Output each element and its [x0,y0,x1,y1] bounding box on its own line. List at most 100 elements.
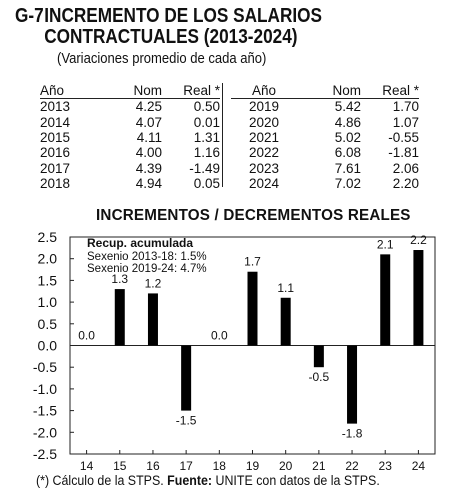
salary-table-left: Año Nom Real * 2013 4.25 0.50 2014 4.07 0.01 2… [40,83,220,191]
y-tick-label: 1.5 [38,272,58,288]
y-tick-label: 1.0 [38,294,58,310]
bar-value-label: 1.2 [145,276,162,290]
cell-year: 2016 [40,145,71,161]
y-tick-label: -2.0 [33,424,57,440]
cell-nom: 7.61 [334,160,361,176]
table-row: 2024 7.02 2.20 [231,176,419,191]
cell-real: 0.05 [193,175,220,191]
cell-real: -1.81 [388,145,419,161]
cell-nom: 4.07 [135,114,162,130]
table-header-row: Año Nom Real * [40,83,220,100]
table-row: 2014 4.07 0.01 [40,115,220,130]
cell-year: 2024 [248,175,280,191]
cell-nom: 7.02 [334,175,361,191]
bar-value-label: 1.3 [111,272,128,286]
cell-real: 1.07 [392,114,419,130]
cell-nom: 4.25 [135,99,162,115]
bar [413,250,424,346]
cell-nom: 5.02 [334,130,361,146]
cell-nom: 5.42 [334,99,361,115]
cell-year: 2023 [248,160,280,176]
cell-nom: 4.00 [135,145,162,161]
x-tick-label: 15 [113,459,127,473]
footnote-note: (*) Cálculo de la STPS. [36,473,164,488]
y-tick-label: 0.5 [38,316,58,332]
bar-value-label: 1.1 [277,281,294,295]
bar-value-label: -1.5 [176,414,197,428]
cell-real: 0.50 [193,99,220,115]
bar [347,345,358,424]
subtitle: (Variaciones promedio de cada año) [57,51,267,67]
y-tick-label: 2.5 [38,229,58,245]
chart-title: INCREMENTOS / DECREMENTOS REALES [96,207,411,224]
cell-nom: 4.86 [334,114,361,130]
cell-year: 2017 [40,160,71,176]
bar-value-label: 2.2 [410,233,427,247]
bar-value-label: 0.0 [78,329,95,343]
cell-year: 2019 [248,99,280,115]
y-tick-label: -1.5 [33,403,57,419]
cell-year: 2018 [40,175,71,191]
col-header-real: Real * [162,83,220,100]
y-tick-label: -1.0 [33,381,57,397]
y-tick-label: -0.5 [33,359,57,375]
table-divider [222,83,223,187]
cell-real: 0.01 [193,114,220,130]
bar-value-label: 2.1 [377,237,394,251]
footnote-source-label: Fuente: [167,473,213,488]
table-row: 2017 4.39 -1.49 [40,160,220,176]
table-row: 2018 4.94 0.05 [40,176,220,191]
col-header-year: Año [40,83,100,100]
table-row: 2022 6.08 -1.81 [231,145,419,160]
footnote: (*) Cálculo de la STPS. Fuente: UNITE co… [36,473,380,488]
cell-nom: 6.08 [334,145,361,161]
bar [247,271,258,346]
annotation-line-1: Sexenio 2013-18: 1.5% [87,251,207,263]
cell-year: 2013 [40,99,71,115]
bar-value-label: 1.7 [244,255,261,269]
cell-real: 2.20 [392,175,419,191]
annotation-line-2: Sexenio 2019-24: 4.7% [87,263,207,275]
cell-real: -1.49 [189,160,220,176]
table-row: 2016 4.00 1.16 [40,145,220,160]
cell-real: 2.06 [392,160,419,176]
bar [313,345,324,368]
col-header-nom: Nom [297,83,361,100]
salary-table-right: Año Nom Real * 2019 5.42 1.70 2020 4.86 1.07 2… [231,83,419,191]
y-tick-label: -2.5 [33,446,57,462]
cell-nom: 4.39 [135,160,162,176]
figure-number: G-7 [15,5,44,27]
bar [181,345,192,411]
table-row: 2023 7.61 2.06 [231,160,419,176]
table-row: 2020 4.86 1.07 [231,115,419,130]
x-tick-label: 20 [279,459,293,473]
x-tick-label: 19 [246,459,260,473]
cell-real: 1.31 [193,130,220,146]
table-row: 2015 4.11 1.31 [40,130,220,145]
table-row: 2021 5.02 -0.55 [231,130,419,145]
bar [114,289,125,346]
x-tick-label: 23 [379,459,393,473]
x-tick-label: 18 [213,459,227,473]
cell-year: 2020 [248,114,280,130]
cell-year: 2021 [248,130,280,146]
title-line-1: INCREMENTO DE LOS SALARIOS [44,5,323,27]
x-tick-label: 14 [80,459,94,473]
col-header-nom: Nom [100,83,162,100]
cell-real: 1.16 [193,145,220,161]
bar-value-label: -0.5 [309,370,330,384]
cell-nom: 4.94 [135,175,162,191]
x-tick-label: 17 [179,459,193,473]
cell-real: 1.70 [392,99,419,115]
x-tick-label: 16 [146,459,160,473]
x-tick-label: 24 [412,459,426,473]
bar-value-label: 0.0 [211,329,228,343]
table-row: 2019 5.42 1.70 [231,99,419,115]
table-header-row: Año Nom Real * [231,83,419,100]
title-line-2: CONTRACTUALES (2013-2024) [44,26,298,48]
annotation-heading: Recup. acumulada [87,236,193,250]
table-row: 2013 4.25 0.50 [40,99,220,115]
bar [280,297,291,346]
col-header-year: Año [231,83,297,100]
